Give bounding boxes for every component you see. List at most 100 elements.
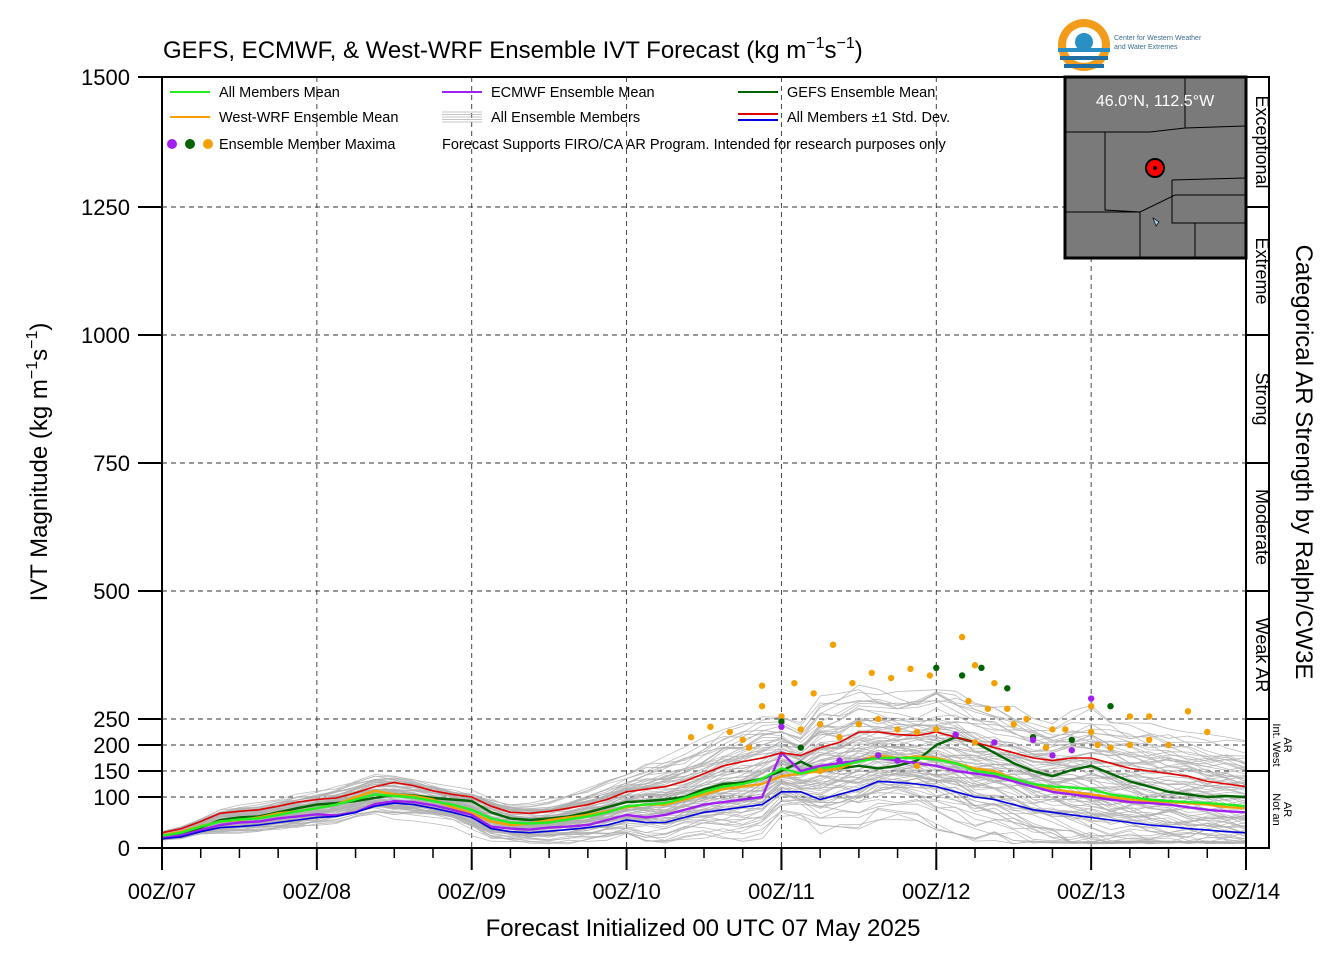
member-maximum-dot: [849, 679, 856, 687]
member-maximum-dot: [984, 705, 992, 712]
member-maximum-dot: [933, 726, 940, 733]
category-label: Exceptional: [1252, 95, 1272, 188]
member-maximum-dot: [971, 662, 979, 669]
legend-label: GEFS Ensemble Mean: [787, 85, 935, 101]
member-maximum-dot: [907, 665, 914, 673]
inset-map-state-line-2: [1171, 177, 1246, 224]
category-label: AR: [1281, 737, 1293, 752]
member-maximum-dot: [887, 674, 895, 682]
logo-drop-icon: [1075, 33, 1093, 51]
member-maximum-dot: [894, 726, 901, 733]
x-tick-label: 00Z/10: [592, 879, 661, 904]
member-maximum-dot: [1126, 741, 1134, 749]
y-tick-label: 1500: [81, 65, 130, 90]
category-label: Weak AR: [1252, 618, 1272, 693]
inset-map: 46.0°N, 112.5°W: [1063, 75, 1248, 260]
ensemble-member-line: [161, 754, 1247, 836]
member-maximum-dot: [965, 697, 972, 705]
category-label: Not an: [1270, 793, 1282, 825]
ensemble-member-line: [161, 721, 1247, 835]
legend-label: West-WRF Ensemble Mean: [219, 110, 398, 126]
legend-label: All Members Mean: [219, 85, 340, 101]
right-axis-title: Categorical AR Strength by Ralph/CW3E: [1290, 245, 1317, 680]
member-maximum-dot: [926, 672, 934, 679]
member-maximum-dot: [1107, 744, 1114, 751]
y-axis-title-part: −1: [24, 330, 41, 348]
member-maximum-dot: [1068, 747, 1075, 754]
member-maximum-dot: [778, 713, 785, 720]
y-tick-label: 150: [93, 759, 130, 784]
member-maximum-dot: [958, 672, 966, 679]
x-axis-title: Forecast Initialized 00 UTC 07 May 2025: [486, 915, 921, 942]
ensemble-member-line: [161, 738, 1247, 834]
x-tick-label: 00Z/13: [1057, 879, 1126, 904]
x-tick-label: 00Z/08: [283, 879, 352, 904]
member-maximum-dot: [1062, 726, 1069, 733]
member-maximum-dot: [791, 679, 798, 687]
member-maximum-dot: [933, 664, 940, 671]
legend-note: Forecast Supports FIRO/CA AR Program. In…: [442, 137, 946, 153]
legend-label: Ensemble Member Maxima: [219, 137, 396, 153]
member-maximum-dot: [1165, 741, 1172, 749]
member-maximum-dot: [836, 757, 843, 764]
member-maximum-dot: [1184, 708, 1192, 715]
member-maximum-dot: [778, 723, 785, 730]
member-maximum-dot: [1042, 744, 1050, 751]
member-maximum-dot: [829, 641, 837, 648]
member-maximum-dot: [1087, 695, 1095, 702]
member-maximum-dot: [958, 633, 966, 641]
x-tick-label: 00Z/09: [437, 879, 506, 904]
ensemble-members: [161, 684, 1247, 845]
member-maximum-dot: [1049, 752, 1056, 759]
y-tick-label: 200: [93, 733, 130, 758]
inset-map-location-label: 46.0°N, 112.5°W: [1096, 93, 1215, 110]
location-marker-center: [1153, 166, 1157, 170]
ensemble-member-line: [161, 692, 1247, 834]
y-axis-title-part: ): [26, 323, 53, 331]
member-maximum-dot: [913, 762, 921, 769]
member-maximum-dot: [687, 734, 695, 741]
member-maximum-dot: [894, 757, 901, 764]
legend-dot: [167, 139, 177, 149]
y-tick-label: 750: [93, 451, 130, 476]
x-tick-label: 00Z/12: [902, 879, 971, 904]
member-maximum-dot: [707, 723, 714, 730]
member-maximum-dot: [758, 703, 766, 710]
series-line-all-members-mean: [161, 756, 1247, 837]
series-line-all-members-1-std-dev-: [161, 731, 1247, 834]
logo-wave-icon-3: [1064, 64, 1104, 68]
member-maximum-dot: [726, 728, 734, 736]
member-maximum-dot: [978, 664, 985, 671]
category-label: AR: [1281, 802, 1293, 817]
y-tick-label: 500: [93, 579, 130, 604]
ensemble-member-line: [161, 785, 1247, 845]
category-label: Int. West: [1270, 723, 1282, 766]
x-tick-label: 00Z/07: [128, 879, 197, 904]
ensemble-member-line: [161, 797, 1247, 844]
category-label: Moderate: [1252, 489, 1272, 565]
ensemble-member-line: [161, 717, 1247, 832]
member-maximum-dot: [1107, 703, 1114, 710]
member-maximum-dot: [1010, 721, 1017, 728]
member-maximum-dot: [1023, 715, 1030, 723]
member-maximum-dot: [1004, 705, 1011, 712]
y-tick-label: 100: [93, 785, 130, 810]
member-maximum-dot: [797, 744, 804, 751]
member-maximum-dot: [745, 744, 753, 751]
member-maximum-dot: [797, 726, 804, 733]
member-maximum-dot: [952, 731, 959, 738]
member-maximum-dot: [816, 767, 824, 775]
legend-label: ECMWF Ensemble Mean: [491, 85, 655, 101]
member-maximum-dot: [1087, 728, 1095, 736]
x-tick-label: 00Z/14: [1212, 879, 1281, 904]
legend-dot: [203, 139, 213, 149]
logo-line-2: and Water Extremes: [1114, 44, 1178, 51]
x-tick-label: 00Z/11: [748, 879, 815, 904]
member-maximum-dot: [1146, 713, 1153, 720]
legend-label: All Ensemble Members: [491, 110, 640, 126]
y-axis-title-part: s: [26, 349, 53, 361]
member-maximum-dot: [836, 734, 843, 741]
y-axis-title: IVT Magnitude (kg m−1s−1): [24, 323, 53, 602]
ensemble-member-line: [161, 781, 1247, 842]
